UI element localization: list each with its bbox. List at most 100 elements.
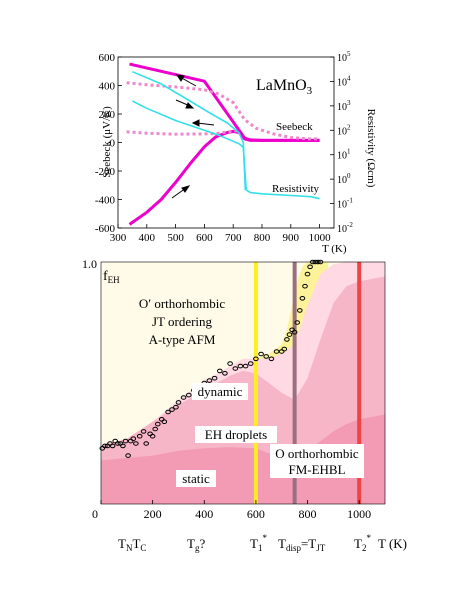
top-chart: 300 400 500 600 700 800 900 1000 -600 -400 -200 0 20… [95,50,377,255]
data-point-55 [302,283,308,289]
data-point-12 [130,436,137,442]
data-point-34 [217,368,223,374]
data-point-54 [299,296,306,301]
data-point-37 [232,366,239,371]
bottom-x-tick-label-1: 200 [144,507,162,521]
arrow-cooling-mid-head [191,119,200,127]
top-y2-tick-label-2: 100 [337,172,351,186]
top-y-tick-label-3: 0 [110,138,116,150]
data-point-8 [120,443,126,449]
data-point-20 [155,421,161,427]
top-x-tick-label-5: 800 [254,232,271,244]
marker-T2-star: T2* [354,533,371,553]
marker-Tg: Tg? [187,536,205,553]
data-point-49 [286,332,293,337]
data-point-6 [115,441,121,446]
data-point-47 [281,346,288,352]
top-x-tick-label-1: 400 [139,232,156,244]
top-y2-tick-label-3: 101 [337,148,351,162]
top-y-tick-label-6: 600 [99,52,116,64]
seebeck-annotation: Seebeck [276,121,313,133]
top-x-tick-label-3: 600 [196,232,213,244]
orthorhombic-low-label: O′ orthorhombic JT ordering A-type AFM [139,296,225,347]
top-y-tick-label-0: -600 [95,223,116,235]
top-y2-axis-label: Resistivity (Ωcm) [365,109,377,188]
top-x-tick-label-6: 900 [283,232,300,244]
data-point-10 [125,453,131,458]
data-point-42 [258,351,264,357]
top-series-1 [129,62,320,142]
top-y2-tick-label-7: 105 [337,50,351,64]
orthorhombic-low-line-3: A-type AFM [149,332,216,347]
data-point-48 [284,337,290,342]
top-y-tick-label-4: 200 [99,109,116,121]
marker-TN-TC: TNTC [118,536,146,553]
bottom-x-tick-label-3: 600 [247,507,265,521]
top-series-2 [126,81,320,141]
data-point-14 [136,433,143,439]
marker-T1-star: T1* [250,533,267,553]
data-point-56 [304,271,311,277]
arrow-heating-mid-head [185,102,195,109]
data-point-16 [143,441,149,446]
top-x-axis-label: T (K) [322,243,347,255]
data-point-57 [307,264,313,270]
marker-Tdisp-TJT: Tdisp=TJT [278,536,326,553]
data-point-33 [211,375,218,381]
arrows [171,74,215,199]
data-point-35 [222,371,228,376]
data-point-52 [294,320,301,325]
top-x-tick-label-7: 1000 [309,232,332,244]
dynamic-label-box [192,383,248,400]
data-point-32 [206,378,213,383]
data-point-39 [242,363,249,369]
data-point-19 [152,426,158,432]
bottom-x-tick-label-4: 800 [299,507,317,521]
data-point-22 [161,419,168,425]
bottom-plot-frame [100,261,386,505]
droplets-label-box [195,426,277,443]
top-series-5 [132,70,247,191]
top-plot-frame [117,56,335,229]
top-chart-title: LaMnO3 [256,77,313,97]
top-x-tick-label-4: 700 [225,232,242,244]
bottom-chart: 0 200 400 600 800 1000 fEH 1.0 O′ orthorhombi… [82,257,407,553]
top-y2-tick-label-1: 10-1 [337,197,353,211]
orthorhombic-low-line-2: JT ordering [152,314,213,329]
data-point-25 [173,404,179,410]
top-y-axis-label: Seebeck (μV/K) [101,106,113,178]
orthorhombic-high-line-2: FM-EHBL [288,462,345,477]
top-y-tick-label-2: -200 [95,166,116,178]
static-label-box [176,470,216,487]
data-point-38 [237,363,244,369]
top-series-3 [126,128,240,136]
temperature-markers: TNTC Tg? T1* Tdisp=TJT T2* T (K) [118,533,407,553]
static-label: static [182,471,210,486]
fEH-label: fEH [103,269,120,285]
top-y2-tick-label-5: 103 [337,99,351,113]
arrow-cooling-mid [196,122,215,126]
top-y-tick-label-1: -400 [95,195,116,207]
data-point-1 [102,443,108,449]
top-y2-tick-label-0: 10-2 [337,221,353,235]
bottom-x-tick-label-5: 1000 [347,507,371,521]
orthorhombic-low-line-1: O′ orthorhombic [139,296,225,311]
data-point-13 [133,441,139,446]
top-x-tick-label-2: 500 [167,232,184,244]
y-tick-1-0: 1.0 [82,257,97,271]
arrow-heating-low-head [181,185,191,193]
data-point-27 [180,395,187,400]
bottom-x-tick-label-2: 400 [195,507,213,521]
data-point-24 [169,407,175,412]
top-y-tick-label-5: 400 [99,81,116,93]
orthorhombic-high-label-box [270,444,364,478]
data-point-9 [122,438,129,444]
resistivity-annotation: Resistivity [272,183,320,195]
data-point-4 [109,443,116,449]
data-point-23 [165,409,171,415]
data-point-40 [247,361,254,366]
top-x-tick-label-0: 300 [110,232,127,244]
data-point-43 [263,354,270,359]
data-point-26 [175,400,182,405]
